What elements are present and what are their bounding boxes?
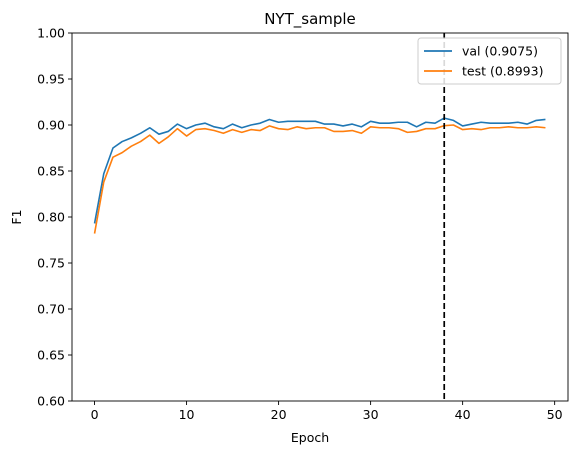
series-line-val xyxy=(93,117,546,224)
y-tick-label: 0.80 xyxy=(37,210,65,225)
plot-area xyxy=(71,32,569,402)
legend-label-test: test (0.8993) xyxy=(462,64,543,79)
legend-label-val: val (0.9075) xyxy=(462,44,538,59)
legend-box xyxy=(417,37,562,85)
x-tick-label: 40 xyxy=(455,407,471,422)
x-tick-label: 50 xyxy=(547,407,563,422)
y-tick-label: 0.60 xyxy=(37,394,65,409)
series-line-test xyxy=(93,124,546,234)
y-tick-label: 0.90 xyxy=(37,118,65,133)
axes-frame xyxy=(71,32,569,402)
x-tick-label: 30 xyxy=(363,407,379,422)
y-tick-label: 1.00 xyxy=(37,26,65,41)
x-axis-ticks: 0 10 20 30 40 50 xyxy=(91,401,563,422)
y-tick-label: 0.85 xyxy=(37,164,65,179)
y-axis-label: F1 xyxy=(9,209,24,224)
x-tick-label: 0 xyxy=(91,407,99,422)
y-tick-label: 0.75 xyxy=(37,256,65,271)
y-tick-label: 0.95 xyxy=(37,72,65,87)
x-tick-label: 10 xyxy=(179,407,195,422)
x-tick-label: 20 xyxy=(271,407,287,422)
x-axis-label: Epoch xyxy=(291,430,329,445)
legend: val (0.9075) test (0.8993) xyxy=(417,37,562,85)
y-tick-label: 0.65 xyxy=(37,348,65,363)
y-axis-ticks: 0.60 0.65 0.70 0.75 0.80 0.85 0.90 0.95 1.00 xyxy=(37,26,72,409)
chart-title: NYT_sample xyxy=(264,10,356,29)
y-tick-label: 0.70 xyxy=(37,302,65,317)
